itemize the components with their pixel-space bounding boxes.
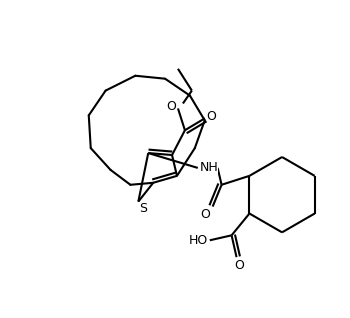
Text: O: O [200,208,210,221]
Text: NH: NH [199,162,218,174]
Text: O: O [166,100,176,113]
Text: S: S [139,202,147,215]
Text: O: O [234,259,244,272]
Text: HO: HO [188,234,208,247]
Text: O: O [207,110,217,123]
